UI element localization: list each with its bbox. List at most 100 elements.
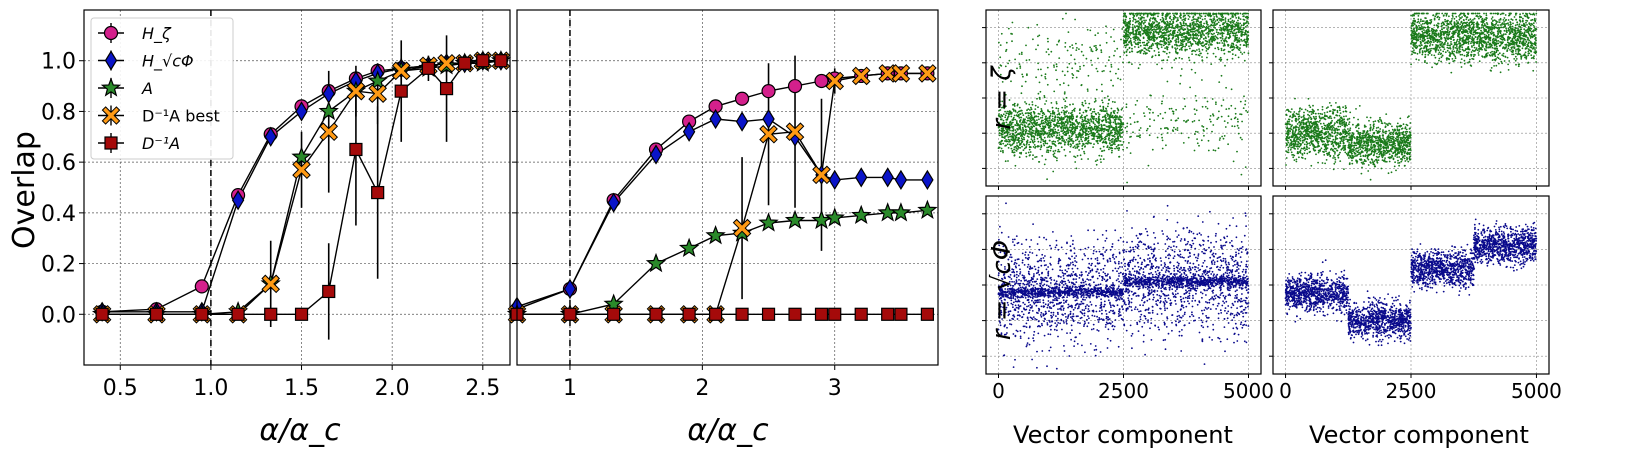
scatter-point <box>1326 115 1328 118</box>
scatter-point <box>1212 19 1215 22</box>
scatter-point <box>1148 29 1151 32</box>
scatter-point <box>1124 24 1127 27</box>
scatter-point <box>1163 31 1166 34</box>
scatter-point <box>1095 119 1097 122</box>
scatter-point <box>1111 128 1114 131</box>
scatter-point <box>1078 140 1081 143</box>
scatter-point <box>1338 153 1340 156</box>
scatter-point <box>1053 134 1055 137</box>
scatter-point <box>1033 116 1036 118</box>
scatter-point <box>1084 129 1087 131</box>
scatter-point <box>1035 156 1038 158</box>
scatter-point <box>1301 141 1304 144</box>
scatter-point <box>1020 92 1023 95</box>
scatter-point <box>1037 62 1039 65</box>
scatter-point <box>1171 34 1174 36</box>
scatter-point <box>1041 155 1044 157</box>
scatter-point <box>1302 125 1305 128</box>
scatter-point <box>1314 129 1317 132</box>
scatter-point <box>1172 18 1175 21</box>
scatter-point <box>1187 18 1190 20</box>
scatter-point <box>1288 120 1290 123</box>
scatter-point <box>1186 48 1188 51</box>
scatter-point <box>1236 118 1239 121</box>
scatter-point <box>1212 124 1215 126</box>
scatter-point <box>1307 97 1310 100</box>
scatter-point <box>1018 156 1021 159</box>
scatter-point <box>1216 29 1218 31</box>
scatter-point <box>1182 108 1185 110</box>
scatter-point <box>1213 24 1215 27</box>
scatter-point <box>1105 119 1107 122</box>
scatter-point <box>1162 117 1164 120</box>
scatter-point <box>1132 20 1134 22</box>
scatter-point <box>1006 126 1009 129</box>
scatter-point <box>1101 116 1104 119</box>
scatter-point <box>1309 150 1311 153</box>
scatter-point <box>1175 51 1177 54</box>
scatter-point <box>1090 129 1093 132</box>
scatter-point <box>1100 161 1102 164</box>
scatter-point <box>1167 128 1169 131</box>
scatter-point <box>1052 118 1054 120</box>
scatter-point <box>1148 32 1150 34</box>
scatter-point <box>1148 39 1151 41</box>
scatter-point <box>1354 155 1357 157</box>
scatter-point <box>1122 26 1125 29</box>
point-da <box>458 56 472 70</box>
scatter-point <box>1137 31 1140 34</box>
scatter-point <box>1162 59 1165 62</box>
x-tick-label: 1.0 <box>193 376 228 401</box>
scatter-point <box>1088 141 1090 144</box>
scatter-point <box>1237 56 1240 59</box>
scatter-point <box>1339 160 1342 163</box>
scatter-point <box>1321 140 1324 143</box>
scatter-point <box>1066 116 1069 119</box>
scatter-point <box>1144 53 1147 55</box>
point-a <box>318 100 339 121</box>
scatter-point <box>1024 131 1027 134</box>
scatter-point <box>1331 140 1334 143</box>
scatter-point <box>1120 144 1122 146</box>
scatter-point <box>1048 117 1051 120</box>
scatter-point <box>1126 181 1128 184</box>
scatter-point <box>1161 16 1164 19</box>
scatter-point <box>1066 126 1068 129</box>
scatter-point <box>1239 136 1242 139</box>
scatter-point <box>1115 118 1117 121</box>
scatter-point <box>1110 125 1113 128</box>
scatter-point <box>1048 127 1051 129</box>
scatter-point <box>1065 115 1068 118</box>
scatter-point <box>1108 115 1111 118</box>
scatter-point <box>1029 151 1032 153</box>
scatter-point <box>1014 118 1017 121</box>
scatter-point <box>1032 154 1034 157</box>
scatter-point <box>999 118 1002 121</box>
scatter-point <box>1119 123 1122 126</box>
scatter-point <box>1327 135 1329 137</box>
scatter-point <box>1309 126 1312 129</box>
scatter-point <box>1087 158 1089 160</box>
scatter-point <box>1300 147 1303 150</box>
scatter-point <box>1244 100 1247 102</box>
point-hz <box>761 84 776 99</box>
scatter-point <box>1064 107 1066 109</box>
scatter-point <box>1019 120 1021 122</box>
scatter-point <box>1006 110 1009 113</box>
scatter-point <box>1310 118 1313 121</box>
scatter-point <box>1087 121 1090 123</box>
scatter-point <box>1240 173 1243 176</box>
scatter-point <box>1114 131 1116 134</box>
scatter-point <box>1170 119 1173 121</box>
scatter-point <box>1236 45 1239 48</box>
scatter-point <box>1124 14 1126 16</box>
scatter-point <box>1153 119 1156 122</box>
scatter-point <box>1081 118 1084 121</box>
scatter-point <box>1094 160 1097 163</box>
scatter-point <box>1102 145 1105 148</box>
scatter-point <box>1232 160 1235 163</box>
scatter-point <box>1143 50 1146 53</box>
scatter-point <box>1062 118 1065 121</box>
scatter-point <box>1125 33 1128 36</box>
scatter-point <box>1090 120 1093 123</box>
